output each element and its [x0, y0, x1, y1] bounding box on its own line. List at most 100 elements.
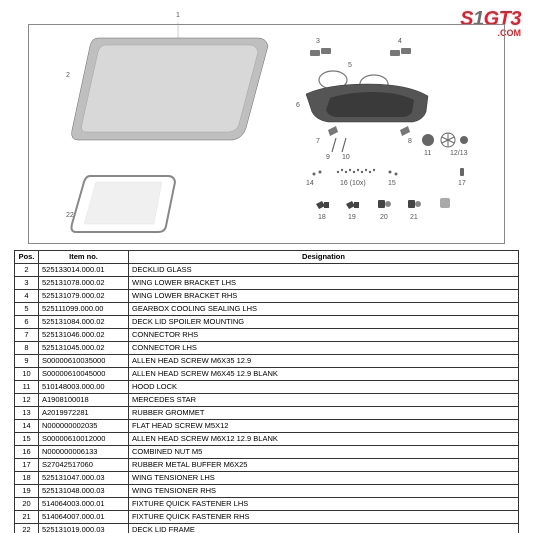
callout-12-13: 12/13: [450, 150, 468, 157]
cell-item: A2019972281: [39, 407, 129, 420]
table-row: 20514064003.000.01FIXTURE QUICK FASTENER…: [15, 498, 519, 511]
table-row: 5525111099.000.00GEARBOX COOLING SEALING…: [15, 303, 519, 316]
cell-pos: 12: [15, 394, 39, 407]
cell-designation: ALLEN HEAD SCREW M6X45 12.9 BLANK: [129, 368, 519, 381]
cell-designation: RUBBER METAL BUFFER M6X25: [129, 459, 519, 472]
cell-pos: 19: [15, 485, 39, 498]
exploded-diagram: 1 3 4 2 5 6 7 8 9 10 11 12/13 14 15 16 (…: [28, 12, 503, 242]
cell-designation: RUBBER GROMMET: [129, 407, 519, 420]
cell-item: 514064003.000.01: [39, 498, 129, 511]
callout-16: 16 (10x): [340, 180, 366, 187]
table-row: 16N000000006133COMBINED NUT M5: [15, 446, 519, 459]
cell-item: N000000002035: [39, 420, 129, 433]
parts-table: Pos. Item no. Designation 2525133014.000…: [14, 250, 519, 533]
cell-pos: 13: [15, 407, 39, 420]
cell-pos: 10: [15, 368, 39, 381]
cell-pos: 8: [15, 342, 39, 355]
cell-pos: 17: [15, 459, 39, 472]
table-row: 6525131084.000.02DECK LID SPOILER MOUNTI…: [15, 316, 519, 329]
page-root: S1GT3 .COM: [0, 0, 533, 533]
table-body: 2525133014.000.01DECKLID GLASS3525131078…: [15, 264, 519, 533]
callout-3: 3: [316, 38, 320, 45]
cell-designation: WING TENSIONER LHS: [129, 472, 519, 485]
table-row: 15S00000610012000ALLEN HEAD SCREW M6X12 …: [15, 433, 519, 446]
callout-15: 15: [388, 180, 396, 187]
cell-designation: FIXTURE QUICK FASTENER LHS: [129, 498, 519, 511]
cell-designation: FLAT HEAD SCREW M5X12: [129, 420, 519, 433]
header-pos: Pos.: [15, 251, 39, 264]
table-row: 14N000000002035FLAT HEAD SCREW M5X12: [15, 420, 519, 433]
table-row: 21514064007.000.01FIXTURE QUICK FASTENER…: [15, 511, 519, 524]
table-row: 19525131048.000.03WING TENSIONER RHS: [15, 485, 519, 498]
table-row: 17S27042517060RUBBER METAL BUFFER M6X25: [15, 459, 519, 472]
cell-pos: 2: [15, 264, 39, 277]
cell-pos: 14: [15, 420, 39, 433]
callout-10: 10: [342, 154, 350, 161]
callout-4: 4: [398, 38, 402, 45]
cell-item: 525131048.000.03: [39, 485, 129, 498]
cell-pos: 16: [15, 446, 39, 459]
cell-item: A1908100018: [39, 394, 129, 407]
cell-designation: GEARBOX COOLING SEALING LHS: [129, 303, 519, 316]
cell-pos: 6: [15, 316, 39, 329]
cell-pos: 18: [15, 472, 39, 485]
bracket-rhs: [390, 48, 411, 56]
callout-14: 14: [306, 180, 314, 187]
deck-lid-frame: [72, 176, 176, 232]
cell-pos: 21: [15, 511, 39, 524]
table-row: 2525133014.000.01DECKLID GLASS: [15, 264, 519, 277]
cell-item: S27042517060: [39, 459, 129, 472]
cell-designation: ALLEN HEAD SCREW M6X12 12.9 BLANK: [129, 433, 519, 446]
cell-designation: DECK LID SPOILER MOUNTING: [129, 316, 519, 329]
callout-8: 8: [408, 138, 412, 145]
cell-item: S00000610045000: [39, 368, 129, 381]
cell-designation: CONNECTOR RHS: [129, 329, 519, 342]
callout-19: 19: [348, 214, 356, 221]
header-item: Item no.: [39, 251, 129, 264]
callout-1: 1: [176, 12, 180, 19]
callout-11: 11: [424, 150, 431, 157]
cell-pos: 22: [15, 524, 39, 533]
cell-pos: 5: [15, 303, 39, 316]
table-row: 9S00000610035000ALLEN HEAD SCREW M6X35 1…: [15, 355, 519, 368]
cell-designation: WING LOWER BRACKET LHS: [129, 277, 519, 290]
cell-pos: 3: [15, 277, 39, 290]
cell-pos: 11: [15, 381, 39, 394]
cell-designation: WING TENSIONER RHS: [129, 485, 519, 498]
cell-item: S00000610035000: [39, 355, 129, 368]
callout-20: 20: [380, 214, 388, 221]
diagram-svg: [28, 12, 503, 242]
cell-item: 525111099.000.00: [39, 303, 129, 316]
callout-5: 5: [348, 62, 352, 69]
cell-pos: 9: [15, 355, 39, 368]
table-row: 10S00000610045000ALLEN HEAD SCREW M6X45 …: [15, 368, 519, 381]
cell-designation: WING LOWER BRACKET RHS: [129, 290, 519, 303]
cell-item: 525131084.000.02: [39, 316, 129, 329]
table-row: 22525131019.000.03DECK LID FRAME: [15, 524, 519, 533]
table-row: 4525131079.000.02WING LOWER BRACKET RHS: [15, 290, 519, 303]
callout-18: 18: [318, 214, 326, 221]
cell-item: 525133014.000.01: [39, 264, 129, 277]
cell-item: 525131078.000.02: [39, 277, 129, 290]
cell-item: N000000006133: [39, 446, 129, 459]
table-header-row: Pos. Item no. Designation: [15, 251, 519, 264]
cell-designation: COMBINED NUT M5: [129, 446, 519, 459]
cell-item: 525131019.000.03: [39, 524, 129, 533]
bracket-lhs: [310, 48, 331, 56]
cell-designation: ALLEN HEAD SCREW M6X35 12.9: [129, 355, 519, 368]
table-row: 3525131078.000.02WING LOWER BRACKET LHS: [15, 277, 519, 290]
cell-item: 510148003.000.00: [39, 381, 129, 394]
table-row: 7525131046.000.02CONNECTOR RHS: [15, 329, 519, 342]
callout-9: 9: [326, 154, 330, 161]
decklid-glass-shape: [72, 38, 268, 140]
table-row: 8525131045.000.02CONNECTOR LHS: [15, 342, 519, 355]
cell-item: 525131045.000.02: [39, 342, 129, 355]
cell-designation: DECKLID GLASS: [129, 264, 519, 277]
cell-item: 525131047.000.03: [39, 472, 129, 485]
callout-2: 2: [66, 72, 70, 79]
cell-pos: 7: [15, 329, 39, 342]
callout-7: 7: [316, 138, 320, 145]
cell-designation: HOOD LOCK: [129, 381, 519, 394]
callout-21: 21: [410, 214, 418, 221]
cell-designation: DECK LID FRAME: [129, 524, 519, 533]
